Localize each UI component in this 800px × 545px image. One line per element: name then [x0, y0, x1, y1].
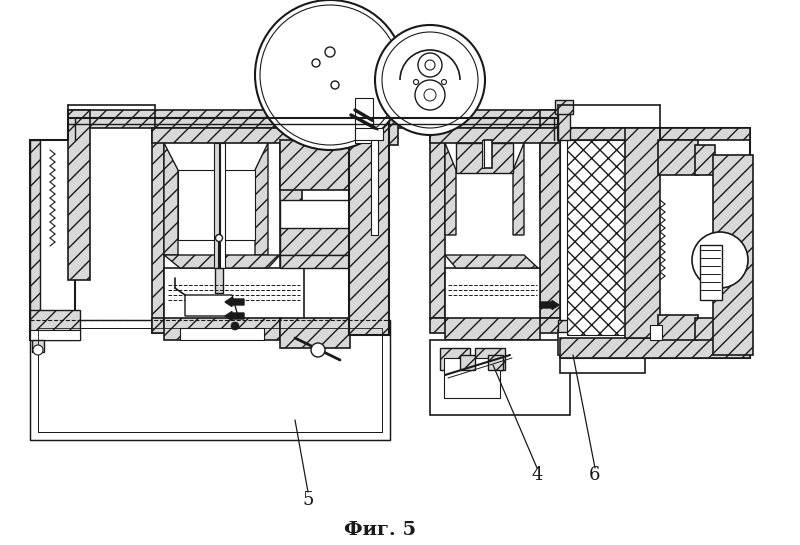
Bar — [280, 200, 350, 230]
Bar — [30, 140, 40, 340]
Bar — [215, 268, 223, 293]
Circle shape — [311, 343, 325, 357]
Bar — [38, 328, 382, 432]
Bar — [180, 328, 264, 340]
Bar — [349, 110, 389, 335]
Polygon shape — [513, 143, 524, 235]
Bar — [164, 318, 280, 340]
Polygon shape — [280, 255, 350, 268]
Bar — [488, 355, 503, 370]
Circle shape — [425, 60, 435, 70]
Polygon shape — [164, 255, 280, 268]
Bar — [440, 348, 470, 370]
Bar — [475, 348, 505, 370]
Bar — [560, 338, 750, 358]
Bar — [560, 353, 645, 358]
Bar — [30, 310, 80, 340]
Circle shape — [424, 89, 436, 101]
Bar — [152, 128, 164, 333]
Bar — [220, 143, 225, 268]
Circle shape — [325, 47, 335, 57]
FancyArrow shape — [540, 300, 559, 310]
Bar — [152, 128, 302, 143]
Bar — [32, 340, 44, 352]
Bar — [30, 330, 80, 340]
Bar — [30, 320, 390, 440]
Polygon shape — [255, 143, 268, 255]
Bar — [540, 110, 558, 200]
Circle shape — [414, 80, 418, 84]
Polygon shape — [185, 295, 238, 316]
Polygon shape — [445, 143, 456, 235]
Bar — [558, 320, 653, 332]
Bar — [355, 128, 383, 140]
Text: 4: 4 — [531, 466, 542, 484]
Bar — [178, 170, 255, 240]
Bar — [430, 318, 560, 333]
FancyArrow shape — [225, 312, 244, 320]
Circle shape — [260, 5, 400, 145]
Circle shape — [692, 232, 748, 288]
Bar — [68, 110, 558, 128]
Bar — [540, 128, 560, 318]
Bar — [280, 128, 302, 333]
FancyArrow shape — [225, 298, 244, 306]
Circle shape — [442, 80, 446, 84]
Bar — [348, 90, 398, 145]
Polygon shape — [445, 255, 538, 268]
Bar — [460, 355, 475, 370]
Circle shape — [231, 322, 239, 330]
Circle shape — [418, 53, 442, 77]
Bar — [658, 315, 698, 340]
Bar — [280, 140, 350, 190]
Circle shape — [375, 25, 485, 135]
Circle shape — [312, 59, 320, 67]
Bar — [280, 318, 350, 348]
Bar — [214, 143, 219, 268]
Text: 5: 5 — [302, 491, 314, 509]
Bar — [30, 140, 75, 340]
Circle shape — [255, 0, 405, 150]
Bar — [152, 318, 302, 333]
Bar — [430, 128, 560, 143]
Circle shape — [215, 234, 222, 241]
Bar — [444, 358, 500, 398]
Bar — [430, 340, 570, 415]
Bar — [558, 330, 653, 355]
Bar — [567, 140, 627, 335]
Bar — [658, 140, 698, 175]
Bar — [560, 128, 750, 140]
Bar — [558, 110, 570, 140]
Circle shape — [382, 32, 478, 128]
Circle shape — [331, 81, 339, 89]
Polygon shape — [164, 143, 178, 255]
Bar — [445, 268, 540, 320]
Bar — [371, 140, 378, 235]
Bar — [355, 98, 373, 143]
Bar — [430, 128, 445, 318]
Bar — [700, 245, 722, 300]
Bar — [695, 145, 715, 175]
Bar — [560, 128, 750, 358]
Circle shape — [33, 345, 43, 355]
Bar — [695, 318, 715, 340]
Bar — [555, 100, 573, 114]
Bar — [482, 140, 484, 168]
Bar — [280, 228, 350, 255]
Bar — [713, 155, 753, 355]
Bar — [68, 110, 90, 280]
Bar — [456, 143, 513, 173]
Bar — [625, 128, 660, 338]
Bar — [560, 355, 645, 373]
Text: 6: 6 — [590, 466, 601, 484]
Text: Фиг. 5: Фиг. 5 — [344, 521, 416, 539]
Bar — [164, 268, 304, 328]
Bar — [445, 318, 540, 340]
Bar — [484, 140, 492, 168]
Bar — [650, 325, 662, 340]
Circle shape — [415, 80, 445, 110]
